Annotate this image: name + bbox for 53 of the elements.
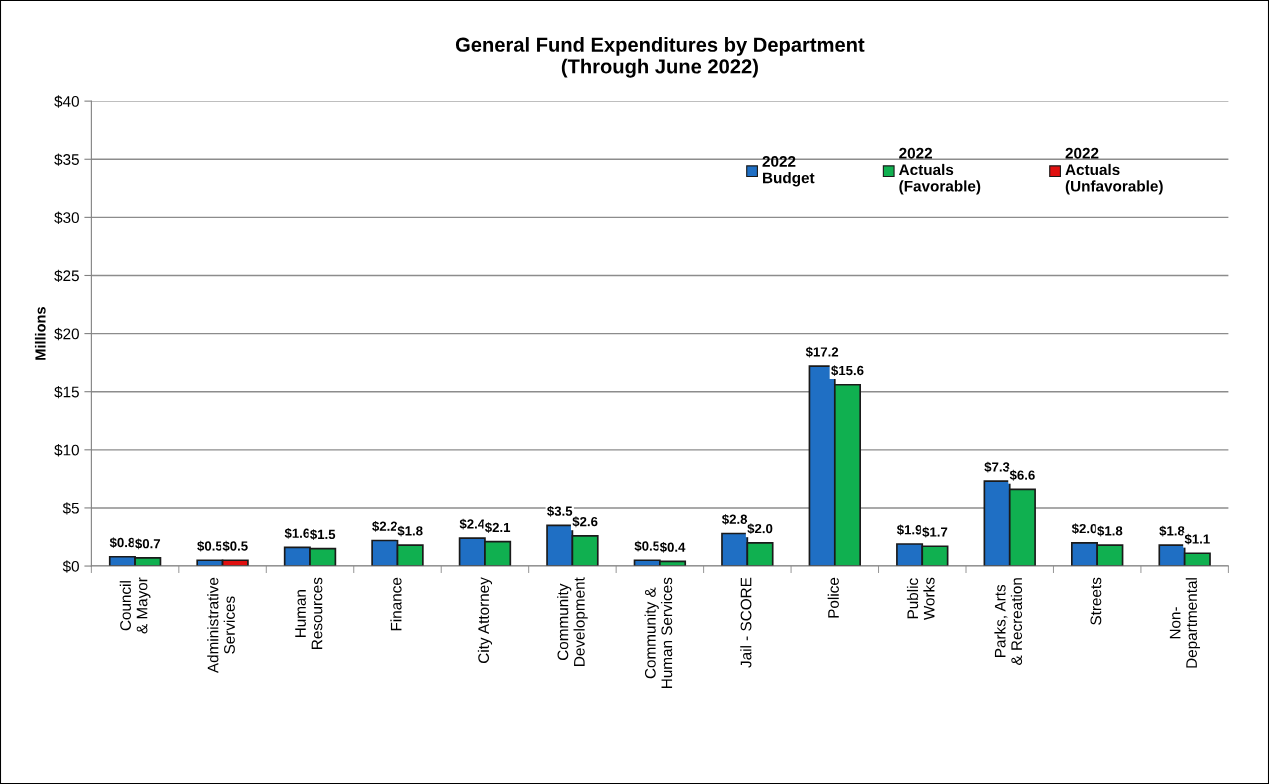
data-label: $0.7 xyxy=(135,538,161,550)
data-label: $3.5 xyxy=(547,505,573,517)
x-tick-label: Police xyxy=(827,577,839,618)
data-label: $2.4 xyxy=(459,518,486,530)
x-tick-label: Parks, Arts & Recreation xyxy=(994,578,1023,665)
x-tick-label: Non- Departmental xyxy=(1169,578,1201,668)
data-label: $0.8 xyxy=(109,537,135,549)
x-tick-label: Community & Human Services xyxy=(644,577,673,688)
y-tick-label: $25 xyxy=(54,269,79,283)
data-label: $2.6 xyxy=(572,516,598,528)
data-label: $1.8 xyxy=(1097,525,1123,537)
x-tick-label: Streets xyxy=(1090,577,1102,625)
y-tick-label: $20 xyxy=(54,327,79,341)
data-label: $2.8 xyxy=(722,514,748,525)
y-tick-label: $40 xyxy=(54,95,79,108)
data-label: $7.3 xyxy=(984,461,1010,473)
y-tick-label: $15 xyxy=(54,385,79,399)
x-tick-label: Community Development xyxy=(557,577,588,666)
chart-title: General Fund Expenditures by Department (Through June 2022) xyxy=(455,37,865,78)
data-label: $0.5 xyxy=(634,540,660,552)
data-label: $2.0 xyxy=(1071,523,1097,535)
data-label: $0.5 xyxy=(222,540,248,552)
data-label: $0.5 xyxy=(197,540,223,552)
x-tick-label: Administrative Services xyxy=(207,577,235,674)
y-tick-label: $30 xyxy=(54,211,79,224)
y-tick-label: $35 xyxy=(54,153,79,166)
x-tick-label: Council & Mayor xyxy=(119,577,151,634)
x-tick-label: Human Resources xyxy=(295,577,323,649)
data-label: $2.2 xyxy=(372,521,398,532)
data-label: $1.1 xyxy=(1184,533,1210,545)
data-label: $2.1 xyxy=(484,522,511,533)
data-label: $1.5 xyxy=(310,529,336,540)
data-label: $0.4 xyxy=(659,541,686,553)
y-tick-label: $10 xyxy=(54,444,79,457)
y-axis-title: Millions xyxy=(34,307,46,360)
y-tick-label: $0 xyxy=(62,560,79,573)
data-label: $1.7 xyxy=(922,526,948,538)
data-label: $15.6 xyxy=(831,365,864,377)
x-tick-label: City Attorney xyxy=(477,577,493,663)
x-tick-label: Public Works xyxy=(906,577,935,621)
y-tick-label: $5 xyxy=(62,502,79,515)
data-label: $6.6 xyxy=(1009,469,1035,481)
x-tick-label: Finance xyxy=(390,577,402,631)
data-label: $1.8 xyxy=(1159,525,1185,537)
data-label: $17.2 xyxy=(805,346,839,358)
data-label: $1.8 xyxy=(397,525,423,537)
legend-label: 2022 Actuals (Favorable) xyxy=(899,147,981,195)
data-label: $2.0 xyxy=(747,523,773,535)
legend-label: 2022 Budget xyxy=(762,156,815,187)
legend-label: 2022 Actuals (Unfavorable) xyxy=(1065,147,1163,195)
x-tick-label: Jail - SCORE xyxy=(740,577,752,668)
data-label: $1.9 xyxy=(896,524,922,536)
data-label: $1.6 xyxy=(284,527,310,539)
